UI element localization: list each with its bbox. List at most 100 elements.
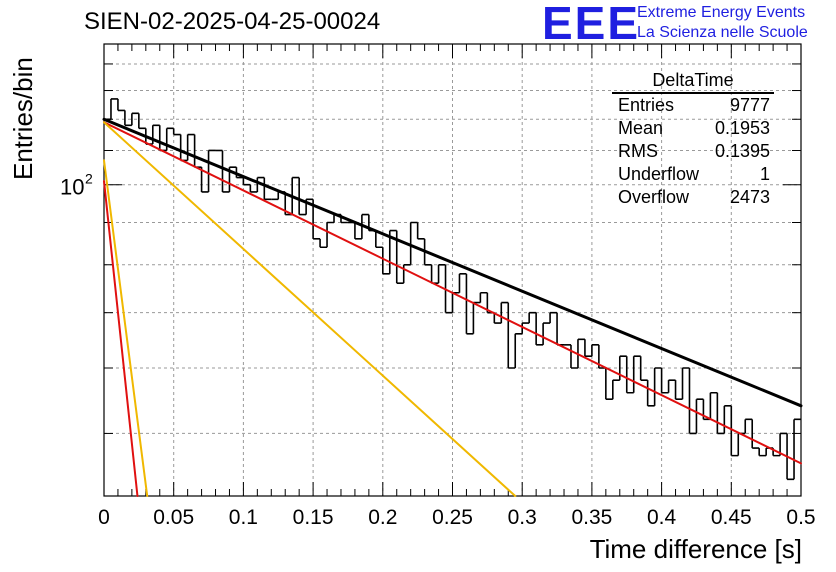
histogram-bin (110, 98, 118, 120)
stats-value: 0.1395 (714, 141, 770, 161)
histogram-bin (542, 322, 551, 345)
histogram-bin (207, 149, 216, 192)
eee-logo: EEE (542, 0, 641, 49)
fit-curve (103, 180, 139, 497)
histogram-bin (730, 405, 739, 457)
x-tick-label: 0.1 (229, 506, 258, 529)
histogram-bin (528, 311, 537, 324)
histogram-bin (674, 380, 683, 401)
histogram-bin (660, 368, 669, 394)
histogram-bin (793, 418, 801, 480)
stats-label: Mean (618, 118, 664, 138)
y-tick-label: 10 (60, 175, 84, 200)
histogram-bin (298, 177, 307, 216)
histogram-bin (549, 311, 558, 324)
histogram-bin (570, 344, 578, 369)
x-axis-label: Time difference [s] (589, 534, 802, 564)
histogram-bin (138, 113, 146, 130)
histogram-bin (709, 391, 718, 420)
x-tick-label: 0.35 (571, 506, 612, 529)
histogram-bin (612, 379, 620, 400)
x-tick-label: 0.25 (432, 506, 473, 529)
stats-title: DeltaTime (612, 70, 774, 94)
stats-value: 2473 (729, 187, 770, 207)
histogram-bin (319, 238, 328, 249)
x-tick-label: 0 (98, 506, 110, 529)
x-tick-label: 0.5 (786, 506, 815, 529)
histogram-bin (158, 125, 167, 152)
histogram-bin (242, 177, 251, 186)
stats-row-entries: Entries 9777 (612, 94, 774, 117)
histogram-bin (716, 392, 725, 435)
histogram-bin (779, 432, 788, 456)
eee-logo-line2: La Scienza nelle Scuole (637, 24, 808, 41)
stats-value: 1 (759, 164, 770, 184)
histogram-bin (591, 344, 599, 357)
x-tick-label: 0.3 (508, 506, 537, 529)
histogram-bin (535, 312, 544, 346)
histogram-bin (382, 247, 390, 275)
stats-row-mean: Mean 0.1953 (612, 117, 774, 140)
histogram-bin (653, 367, 662, 406)
histogram-bin (744, 418, 753, 434)
histogram-bin (186, 133, 195, 161)
histogram-bin (131, 112, 139, 126)
stats-box: DeltaTime Entries 9777 Mean 0.1953 RMS 0… (612, 70, 774, 209)
histogram-bin (639, 356, 648, 381)
plot-title: SIEN-02-2025-04-25-00024 (84, 8, 381, 35)
stats-row-overflow: Overflow 2473 (612, 186, 774, 209)
histogram-bin (465, 273, 474, 335)
histogram-bin (444, 264, 453, 314)
histogram-bin (172, 128, 181, 136)
fit-curve (103, 121, 517, 497)
y-tick-label-exponent: 2 (85, 171, 93, 187)
histogram-bin (681, 367, 690, 400)
histogram-bin (493, 312, 502, 324)
histogram-bin (751, 419, 760, 449)
histogram-bin (221, 150, 230, 193)
stats-label: Overflow (618, 187, 690, 207)
eee-logo-line1: Extreme Energy Events (637, 4, 806, 21)
histogram-bin (263, 177, 272, 201)
x-tick-label: 0.15 (293, 506, 334, 529)
histogram-bin (584, 339, 592, 358)
histogram-bin (514, 333, 523, 369)
x-tick-label: 0.2 (368, 506, 397, 529)
histogram-bin (472, 301, 481, 334)
histogram-bin (695, 398, 704, 434)
x-tick-label: 0.4 (647, 506, 677, 529)
histogram-bin (117, 98, 125, 112)
histogram-bin (326, 221, 335, 248)
histogram-bin (430, 264, 439, 284)
histogram-bin (625, 356, 634, 394)
histogram-bin (758, 448, 767, 457)
histogram-bin (618, 355, 627, 381)
stats-row-underflow: Underflow 1 (612, 163, 774, 186)
histogram-bin (632, 355, 641, 393)
histogram-bin (200, 167, 209, 193)
histogram-bin (646, 380, 655, 407)
histogram-bin (179, 134, 188, 162)
histogram-bin (458, 273, 467, 293)
histogram-bin (409, 221, 418, 265)
fit-curve (102, 117, 803, 408)
histogram-bin (500, 301, 509, 324)
histogram-bin (723, 405, 732, 434)
x-tick-label: 0.05 (153, 506, 194, 529)
histogram-bin (521, 322, 530, 334)
histogram-bin (416, 222, 425, 240)
fit-curve (103, 121, 802, 465)
y-axis-label: Entries/bin (8, 57, 38, 180)
histogram-bin (354, 222, 362, 240)
stats-label: Underflow (618, 164, 700, 184)
histogram-bin (165, 127, 174, 151)
histogram-bin (402, 263, 411, 284)
stats-row-rms: RMS 0.1395 (612, 140, 774, 163)
histogram-bin (124, 110, 132, 127)
histogram-bin (479, 291, 488, 303)
histogram-bin (375, 230, 383, 249)
stats-value: 9777 (729, 95, 770, 115)
histogram-bin (688, 368, 697, 435)
stats-value: 0.1953 (714, 118, 770, 138)
